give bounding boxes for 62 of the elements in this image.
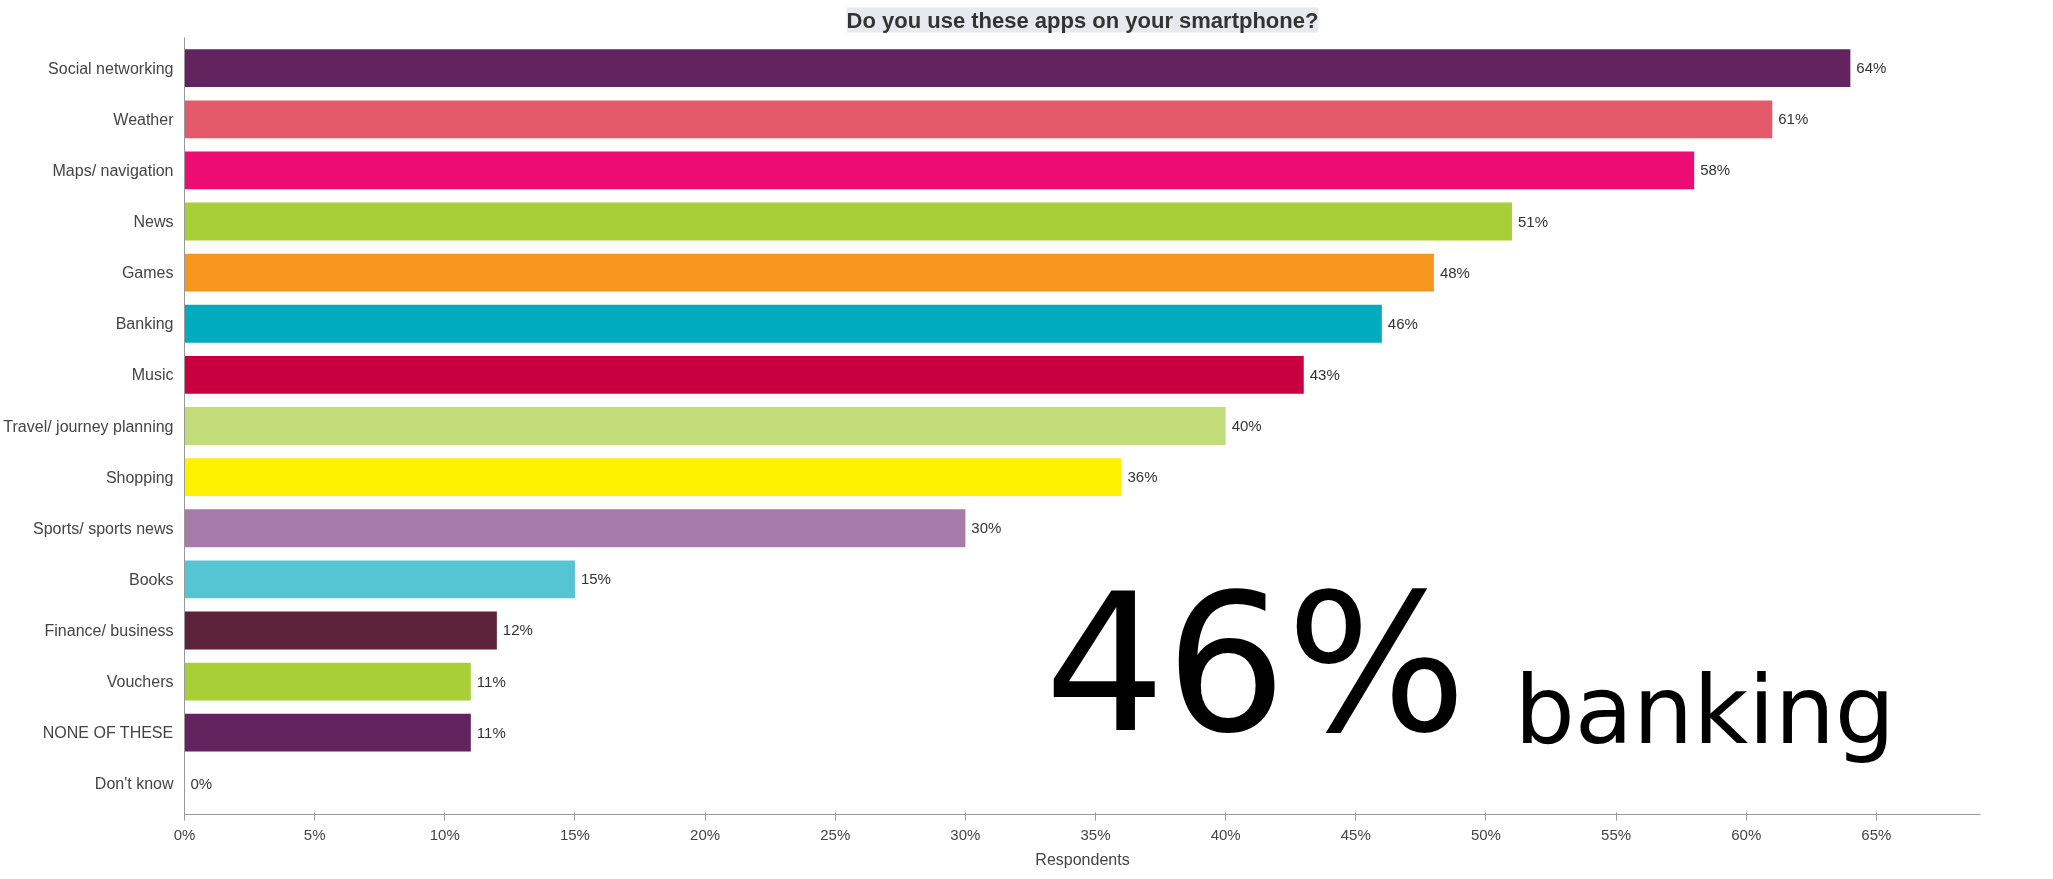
data-label: 11% bbox=[476, 672, 506, 690]
x-tick-label: 25% bbox=[820, 825, 851, 843]
bar bbox=[184, 713, 471, 752]
y-tick-label: Books bbox=[129, 570, 174, 588]
bar bbox=[184, 662, 471, 701]
x-tick-label: 55% bbox=[1601, 825, 1632, 843]
bar bbox=[184, 458, 1122, 497]
y-tick-label: Social networking bbox=[48, 59, 174, 77]
bar bbox=[184, 304, 1382, 343]
annotation: 46% bbox=[1044, 553, 1467, 775]
bar bbox=[184, 407, 1226, 445]
data-label: 40% bbox=[1231, 417, 1262, 434]
annotation: banking bbox=[1514, 654, 1896, 765]
data-label: 11% bbox=[476, 723, 506, 741]
data-label: 43% bbox=[1309, 365, 1340, 383]
bar bbox=[184, 100, 1773, 139]
x-tick-label: 20% bbox=[690, 825, 721, 843]
x-tick-label: 30% bbox=[950, 825, 981, 843]
y-tick-label: Finance/ business bbox=[44, 621, 174, 639]
x-tick-label: 45% bbox=[1340, 825, 1371, 843]
bar bbox=[184, 611, 497, 650]
x-tick-label: 5% bbox=[303, 825, 326, 843]
x-tick-label: 65% bbox=[1861, 825, 1892, 843]
x-tick-label: 60% bbox=[1731, 825, 1762, 843]
x-tick-label: 15% bbox=[559, 825, 590, 843]
data-label: 30% bbox=[971, 519, 1002, 537]
data-label: 12% bbox=[502, 621, 533, 639]
y-tick-label: Don't know bbox=[94, 775, 174, 793]
bar bbox=[184, 49, 1851, 88]
y-tick-label: Banking bbox=[115, 315, 174, 333]
x-axis-title: Respondents bbox=[1035, 850, 1130, 868]
bar bbox=[184, 202, 1512, 241]
bar bbox=[184, 509, 966, 548]
data-label: 46% bbox=[1387, 314, 1418, 332]
bar bbox=[184, 355, 1304, 394]
data-label: 64% bbox=[1856, 59, 1887, 77]
y-tick-label: Games bbox=[121, 264, 174, 282]
data-label: 0% bbox=[190, 774, 213, 792]
data-label: 48% bbox=[1439, 263, 1470, 281]
x-tick-label: 40% bbox=[1210, 825, 1241, 843]
y-tick-label: Shopping bbox=[105, 468, 174, 486]
y-tick-label: Music bbox=[131, 366, 174, 384]
y-tick-label: News bbox=[133, 213, 174, 231]
y-tick-label: Maps/ navigation bbox=[52, 161, 174, 179]
x-tick-label: 0% bbox=[173, 825, 196, 843]
bar bbox=[184, 253, 1434, 292]
y-tick-label: Sports/ sports news bbox=[33, 519, 174, 537]
x-tick-label: 50% bbox=[1470, 825, 1501, 843]
y-tick-label: Weather bbox=[113, 110, 175, 128]
bar bbox=[184, 560, 575, 599]
y-tick-label: Travel/ journey planning bbox=[3, 417, 174, 435]
y-tick-label: Vouchers bbox=[106, 673, 174, 691]
x-tick-label: 10% bbox=[429, 825, 460, 843]
data-label: 61% bbox=[1778, 110, 1809, 128]
data-label: 58% bbox=[1700, 161, 1731, 179]
chart-title: Do you use these apps on your smartphone? bbox=[846, 7, 1319, 33]
bar bbox=[184, 151, 1695, 190]
data-label: 51% bbox=[1517, 212, 1549, 230]
y-tick-label: NONE OF THESE bbox=[42, 724, 174, 742]
data-label: 15% bbox=[580, 570, 611, 588]
x-tick-label: 35% bbox=[1080, 825, 1111, 843]
data-label: 36% bbox=[1127, 468, 1158, 486]
